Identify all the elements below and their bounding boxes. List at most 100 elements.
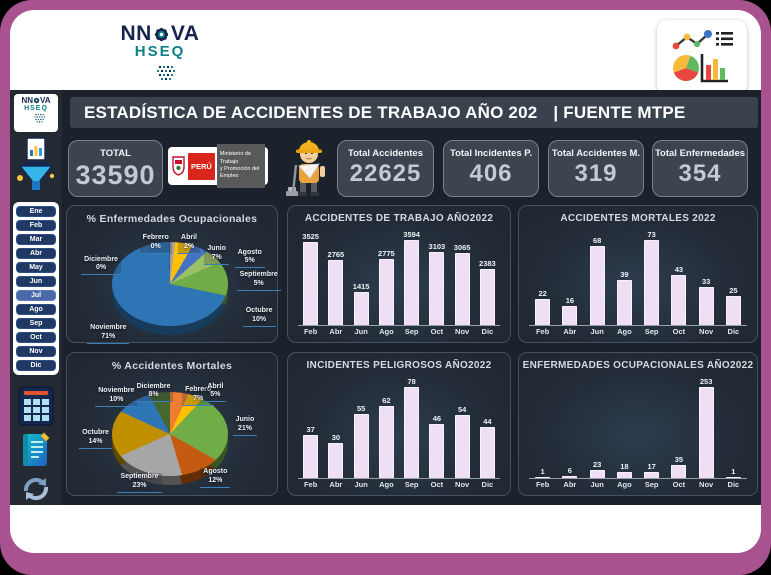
bar-nov: 253	[693, 377, 720, 478]
calculator-grid-icon[interactable]	[10, 386, 62, 426]
sidebar-month-oct[interactable]: Oct	[16, 332, 56, 343]
bar-value-label: 17	[647, 462, 656, 471]
chart-title: INCIDENTES PELIGROSOS AÑO2022	[306, 360, 492, 371]
gear-icon	[33, 97, 40, 104]
x-axis-label: Abr	[329, 327, 343, 336]
bar-ago: 62	[374, 396, 399, 478]
pie-label-diciembre: Diciembre 0%	[81, 255, 121, 275]
x-axis-label: Dic	[727, 480, 740, 489]
bar-oct: 46	[424, 414, 449, 478]
dashboard: NN VA HSEQ	[10, 90, 761, 505]
pie-label-febrero: Febrero 0%	[139, 234, 172, 254]
bar-abr: 30	[323, 433, 348, 478]
refresh-icon[interactable]	[10, 474, 62, 504]
logo-subtitle: HSEQ	[24, 105, 48, 112]
x-axis-label: Ago	[617, 327, 632, 336]
bar	[429, 252, 445, 325]
pie-label-septiembre: Septiembre 5%	[236, 271, 281, 291]
pie-label-febrero: Febrero 7%	[182, 386, 215, 406]
bar-value-label: 16	[565, 296, 575, 305]
x-axis-label: Jun	[354, 480, 368, 489]
x-axis-label: Feb	[535, 480, 550, 489]
sidebar-month-jun[interactable]: Jun	[16, 276, 56, 287]
pie-label-agosto: Agosto 12%	[200, 468, 231, 488]
x-axis-label: Jun	[590, 480, 604, 489]
page-title-source: | FUENTE MTPE	[553, 102, 686, 122]
logo-wordmark: NN VA	[14, 96, 58, 105]
sidebar-month-ene[interactable]: Ene	[16, 206, 56, 217]
notebook-icon[interactable]	[10, 431, 62, 469]
x-axis-label: Feb	[303, 480, 318, 489]
x-axis-label: Sep	[404, 327, 419, 336]
bar-value-label: 78	[407, 377, 416, 386]
bar-ago: 39	[611, 270, 638, 325]
logo-dot-pattern	[35, 114, 37, 116]
sidebar-month-abr[interactable]: Abr	[16, 248, 56, 259]
x-axis-label: Sep	[644, 480, 659, 489]
pie-label-abril: Abril 5%	[204, 382, 227, 403]
bar-value-label: 37	[306, 425, 315, 434]
injured-worker-mascot	[280, 135, 336, 199]
kpi-value: 406	[469, 160, 513, 187]
bar-value-label: 6	[567, 466, 572, 475]
bar	[303, 242, 319, 325]
pie-label-octubre: Octubre 14%	[79, 429, 112, 449]
kpi-value: 33590	[75, 160, 156, 190]
sidebar-nnova-logo: NN VA HSEQ	[14, 94, 58, 132]
pie-label-noviembre: Noviembre 10%	[95, 387, 138, 407]
bar-value-label: 35	[674, 455, 684, 464]
bar-plot: 1 6 23 18 17 35 253 1	[529, 374, 747, 479]
bar-ago: 2775	[374, 249, 399, 325]
x-axis-label: Oct	[430, 480, 444, 489]
x-axis-label: Jun	[590, 327, 604, 336]
x-axis-label: Nov	[455, 327, 470, 336]
ministry-label: Ministerio de Trabajo y Promoción del Em…	[216, 144, 265, 188]
bar-value-label: 2383	[479, 259, 496, 268]
sidebar-month-dic[interactable]: Dic	[16, 360, 56, 371]
bar-feb: 37	[298, 425, 323, 478]
bar-sep: 17	[638, 462, 665, 478]
filter-funnel-icon	[16, 136, 56, 200]
bar	[353, 292, 369, 325]
sidebar-month-nov[interactable]: Nov	[16, 346, 56, 357]
bar-value-label: 22	[538, 289, 547, 298]
chart-panel-accidentes-trabajo: ACCIDENTES DE TRABAJO AÑO2022 3525 2765 14…	[287, 205, 511, 343]
logo-text: NN	[120, 22, 152, 45]
sidebar-month-may[interactable]: May	[16, 262, 56, 273]
pie-chart-stage: Febrero 7% Abril 5% Junio 21% Agosto 12% Septiem…	[71, 372, 273, 493]
bar-nov: 3065	[450, 243, 475, 325]
bar	[616, 280, 632, 325]
bar-dic: 44	[475, 417, 500, 478]
nnova-hseq-logo: NN VA HSEQ	[102, 22, 218, 68]
bar-nov: 54	[450, 405, 475, 478]
bar-value-label: 3103	[428, 242, 446, 251]
page-title: ESTADÍSTICA DE ACCIDENTES DE TRABAJO AÑO…	[84, 102, 538, 122]
sidebar-month-ago[interactable]: Ago	[16, 304, 56, 315]
x-axis-label: Dic	[481, 327, 494, 336]
bar-value-label: 3525	[302, 232, 319, 241]
x-axis-label: Abr	[563, 327, 577, 336]
chart-title: ACCIDENTES MORTALES 2022	[560, 213, 716, 224]
bar-value-label: 62	[382, 396, 391, 405]
bar	[328, 260, 344, 325]
bar-plot: 3525 2765 1415 2775 3594 3103 3065 2383	[298, 227, 500, 326]
sidebar-month-mar[interactable]: Mar	[16, 234, 56, 245]
x-axis: Feb Abr Jun Ago Sep Oct Nov Dic	[298, 480, 500, 492]
bar-value-label: 25	[729, 286, 738, 295]
x-axis-label: Oct	[430, 327, 444, 336]
bar	[644, 472, 660, 478]
x-axis-label: Feb	[303, 327, 318, 336]
sidebar-month-feb[interactable]: Feb	[16, 220, 56, 231]
chart-panel-incidentes-peligrosos: INCIDENTES PELIGROSOS AÑO2022 37 30 55 62 78…	[287, 352, 511, 496]
sidebar-month-sep[interactable]: Sep	[16, 318, 56, 329]
kpi-label: Total Incidentes P.	[449, 148, 532, 159]
bar-value-label: 46	[432, 414, 442, 423]
bar-value-label: 30	[331, 433, 341, 442]
bar-abr: 16	[556, 296, 583, 325]
mtpe-ministry-logo: PERÚ Ministerio de Trabajo y Promoción d…	[168, 144, 268, 188]
sidebar-month-jul[interactable]: Jul	[16, 290, 56, 301]
bar	[671, 465, 687, 478]
x-axis: Feb Abr Jun Ago Sep Oct Nov Dic	[529, 480, 747, 492]
bar	[616, 472, 632, 478]
bar-feb: 1	[529, 467, 556, 478]
